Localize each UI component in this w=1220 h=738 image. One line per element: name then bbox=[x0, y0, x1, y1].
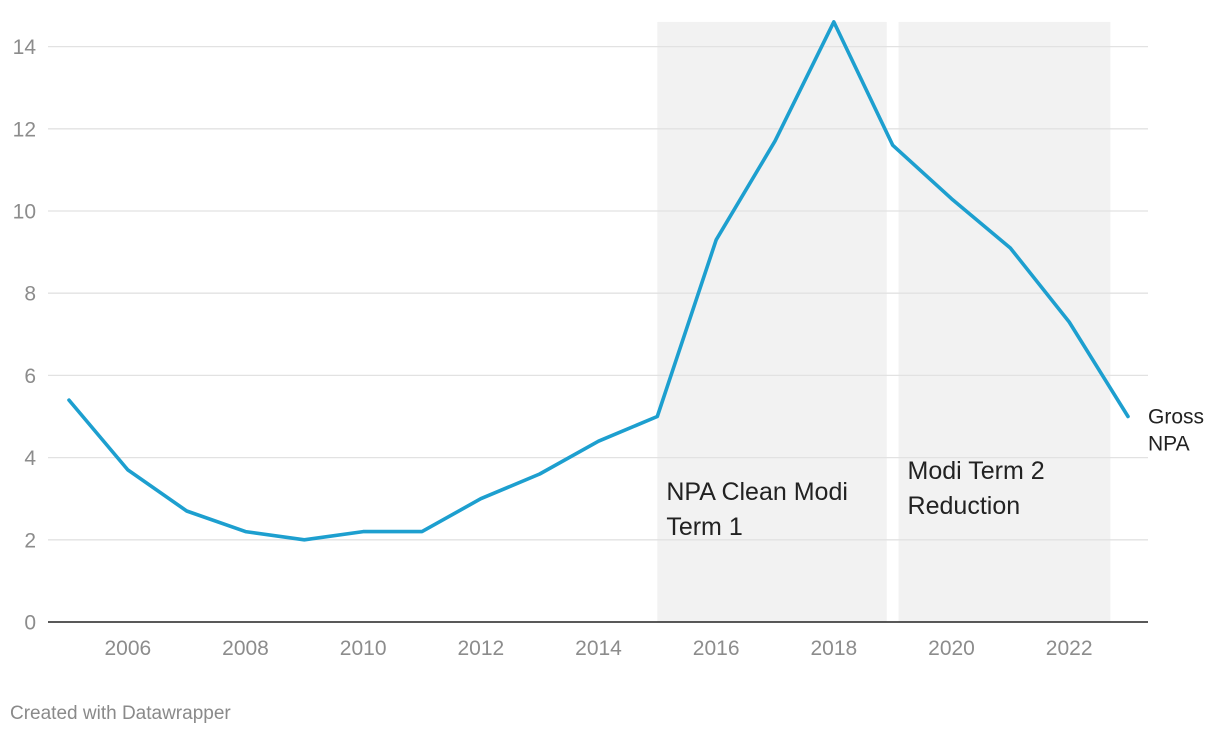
x-tick-label: 2020 bbox=[928, 637, 975, 660]
grid-lines bbox=[48, 45, 1148, 541]
y-tick-label: 14 bbox=[13, 36, 37, 59]
x-tick-label: 2010 bbox=[340, 637, 387, 660]
credit-text: Created with Datawrapper bbox=[10, 703, 231, 724]
x-tick-label: 2016 bbox=[693, 637, 740, 660]
series-lines bbox=[67, 20, 1130, 542]
highlight-bands bbox=[657, 21, 1111, 622]
y-tick-label: 10 bbox=[13, 201, 36, 224]
y-tick-label: 4 bbox=[24, 447, 36, 470]
highlight-band bbox=[657, 21, 887, 622]
series-line bbox=[67, 20, 1130, 542]
x-tick-label: 2014 bbox=[575, 637, 622, 660]
x-tick-label: 2008 bbox=[222, 637, 269, 660]
x-tick-label: 2012 bbox=[457, 637, 504, 660]
series-end-label: Gross bbox=[1148, 406, 1204, 429]
x-tick-label: 2006 bbox=[104, 637, 151, 660]
band-label: NPA Clean Modi bbox=[666, 478, 848, 506]
series-end-label: NPA bbox=[1148, 433, 1190, 456]
chart-labels: NPA Clean Modi Term 1 Modi Term 2 Reduction… bbox=[666, 406, 1204, 542]
band-label: Reduction bbox=[908, 492, 1021, 520]
x-tick-label: 2018 bbox=[810, 637, 857, 660]
x-axis-ticks: 2006 2008 2010 2012 2014 2016 2018 2020 2022 bbox=[104, 637, 1092, 660]
band-label: Modi Term 2 bbox=[908, 457, 1045, 485]
y-tick-label: 6 bbox=[24, 365, 36, 388]
x-tick-label: 2022 bbox=[1046, 637, 1093, 660]
y-axis-ticks: 0 2 4 6 8 10 12 14 bbox=[13, 36, 37, 634]
y-tick-label: 12 bbox=[13, 118, 36, 141]
y-tick-label: 0 bbox=[24, 612, 36, 635]
band-label: Term 1 bbox=[666, 513, 742, 541]
highlight-band bbox=[898, 21, 1111, 622]
y-tick-label: 8 bbox=[24, 283, 36, 306]
y-tick-label: 2 bbox=[24, 529, 36, 552]
